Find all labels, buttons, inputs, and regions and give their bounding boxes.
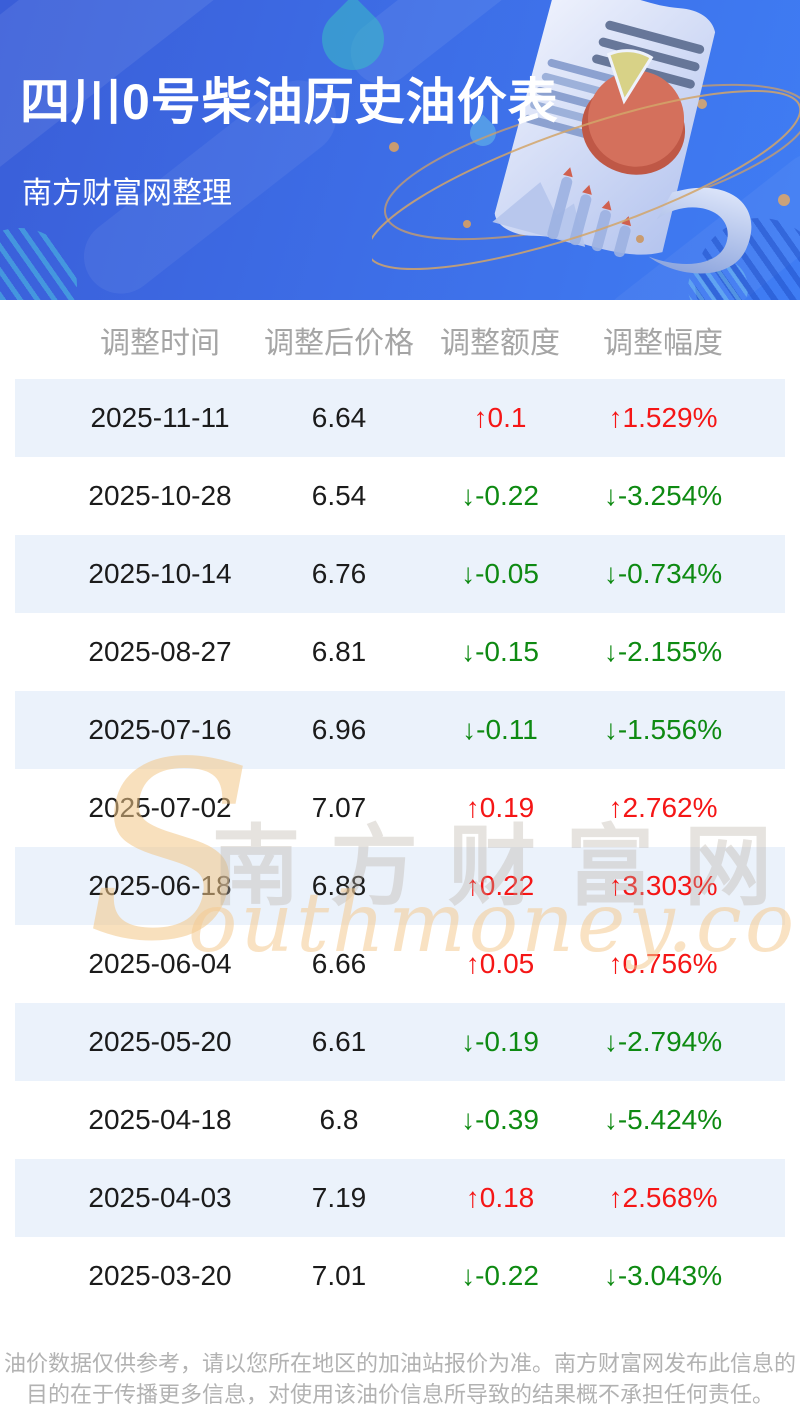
cell-change: ↓-0.19 (461, 1026, 539, 1057)
table-row: 2025-06-18 6.88 ↑0.22 ↑3.303% (15, 847, 785, 925)
cell-price: 6.64 (311, 402, 367, 433)
cell-date: 2025-04-03 (88, 1182, 232, 1213)
table-header-row: 调整时间 调整后价格 调整额度 调整幅度 (15, 300, 785, 379)
cell-change: ↓-0.39 (461, 1104, 539, 1135)
cell-rate: ↑0.756% (608, 948, 718, 979)
document-chart-illustration (372, 0, 800, 274)
table-row: 2025-07-02 7.07 ↑0.19 ↑2.762% (15, 769, 785, 847)
cell-date: 2025-11-11 (90, 402, 230, 433)
decor-striped-circle (0, 228, 77, 300)
cell-change: ↓-0.05 (461, 558, 539, 589)
cell-rate: ↓-0.734% (603, 558, 723, 589)
disclaimer-line-2: 目的在于传播更多信息，对使用该油价信息所导致的结果概不承担任何责任。 (25, 1382, 774, 1407)
cell-change: ↓-0.22 (461, 1260, 539, 1291)
cell-date: 2025-04-18 (88, 1104, 232, 1135)
cell-date: 2025-08-27 (88, 636, 232, 667)
disclaimer: 油价数据仅供参考，请以您所在地区的加油站报价为准。南方财富网发布此信息的 目的在… (0, 1348, 800, 1410)
cell-change: ↓-0.22 (461, 480, 539, 511)
cell-rate: ↓-1.556% (603, 714, 723, 745)
cell-price: 6.8 (319, 1104, 359, 1135)
cell-rate: ↓-2.155% (603, 636, 723, 667)
cell-date: 2025-10-28 (88, 480, 232, 511)
table-row: 2025-07-16 6.96 ↓-0.11 ↓-1.556% (15, 691, 785, 769)
cell-rate: ↑1.529% (608, 402, 718, 433)
cell-change: ↑0.18 (465, 1182, 535, 1213)
column-header-time: 调整时间 (100, 326, 220, 360)
cell-price: 6.96 (311, 714, 367, 745)
table-row: 2025-11-11 6.64 ↑0.1 ↑1.529% (15, 379, 785, 457)
table-row: 2025-04-18 6.8 ↓-0.39 ↓-5.424% (15, 1081, 785, 1159)
table-row: 2025-03-20 7.01 ↓-0.22 ↓-3.043% (15, 1237, 785, 1315)
column-header-change: 调整额度 (440, 326, 560, 360)
page-subtitle: 南方财富网整理 (22, 177, 232, 210)
cell-rate: ↓-3.254% (603, 480, 723, 511)
cell-rate: ↓-5.424% (603, 1104, 723, 1135)
cell-change: ↓-0.11 (462, 714, 538, 745)
cell-rate: ↓-2.794% (603, 1026, 723, 1057)
table-row: 2025-06-04 6.66 ↑0.05 ↑0.756% (15, 925, 785, 1003)
cell-price: 7.07 (311, 792, 367, 823)
cell-date: 2025-10-14 (88, 558, 232, 589)
cell-rate: ↓-3.043% (603, 1260, 723, 1291)
disclaimer-line-1: 油价数据仅供参考，请以您所在地区的加油站报价为准。南方财富网发布此信息的 (3, 1351, 796, 1376)
page-title: 四川0号柴油历史油价表 (20, 74, 559, 130)
column-header-price: 调整后价格 (264, 326, 414, 360)
table-row: 2025-04-03 7.19 ↑0.18 ↑2.568% (15, 1159, 785, 1237)
cell-date: 2025-07-16 (88, 714, 232, 745)
cell-date: 2025-06-04 (88, 948, 232, 979)
table-row: 2025-10-28 6.54 ↓-0.22 ↓-3.254% (15, 457, 785, 535)
cell-date: 2025-03-20 (88, 1260, 232, 1291)
cell-date: 2025-07-02 (88, 792, 232, 823)
cell-price: 6.66 (311, 948, 367, 979)
cell-price: 7.19 (311, 1182, 367, 1213)
table-row: 2025-10-14 6.76 ↓-0.05 ↓-0.734% (15, 535, 785, 613)
cell-price: 6.76 (311, 558, 367, 589)
cell-date: 2025-06-18 (88, 870, 232, 901)
cell-price: 6.88 (311, 870, 367, 901)
hero-banner: 四川0号柴油历史油价表 南方财富网整理 (0, 0, 800, 300)
cell-price: 6.61 (311, 1026, 367, 1057)
cell-rate: ↑3.303% (608, 870, 718, 901)
cell-price: 6.81 (311, 636, 367, 667)
cell-price: 6.54 (311, 480, 367, 511)
cell-change: ↑0.1 (473, 402, 527, 433)
cell-change: ↑0.05 (465, 948, 535, 979)
cell-change: ↓-0.15 (461, 636, 539, 667)
cell-change: ↑0.19 (465, 792, 535, 823)
table-row: 2025-08-27 6.81 ↓-0.15 ↓-2.155% (15, 613, 785, 691)
cell-change: ↑0.22 (465, 870, 535, 901)
cell-rate: ↑2.762% (608, 792, 718, 823)
cell-rate: ↑2.568% (608, 1182, 718, 1213)
column-header-rate: 调整幅度 (603, 326, 723, 360)
price-table: 调整时间 调整后价格 调整额度 调整幅度 2025-11-11 6.64 ↑0.1 ↑… (0, 300, 800, 1315)
cell-date: 2025-05-20 (88, 1026, 232, 1057)
table-row: 2025-05-20 6.61 ↓-0.19 ↓-2.794% (15, 1003, 785, 1081)
table-body: 2025-11-11 6.64 ↑0.1 ↑1.529% 2025-10-28 6.54 ↓… (0, 379, 800, 1315)
cell-price: 7.01 (311, 1260, 367, 1291)
